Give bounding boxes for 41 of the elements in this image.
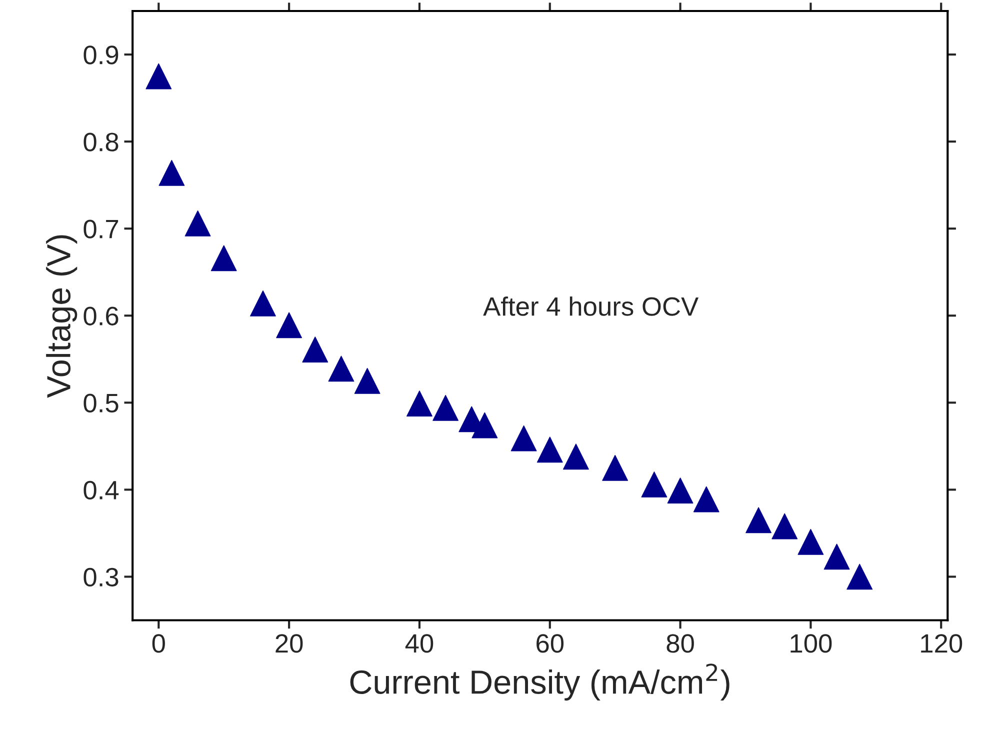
point [798,528,824,555]
point [846,564,873,590]
point [536,436,563,463]
x-axis-title: Current Density (mA/cm$^{2}$) [350,664,730,701]
point [824,544,850,570]
x-tick-label: 0 [152,634,165,653]
y-tick-label: 0.4 [84,480,119,500]
point [562,444,589,470]
y-tick-label: 0.9 [84,46,118,64]
point [328,356,354,382]
y-tick-label: 0.5 [84,394,118,412]
point [354,368,380,394]
point [746,507,772,534]
annotation: After 4 hours OCV [483,296,699,316]
y-tick-label: 0.8 [84,132,118,152]
point [693,486,720,512]
point [772,513,798,540]
y-axis-title: Voltage (V) [46,235,78,398]
point [667,478,694,504]
x-tick-label: 20 [276,634,303,653]
point [146,63,172,90]
x-tick-label: 60 [536,634,564,653]
point [302,336,328,363]
point [406,390,432,416]
point [158,160,185,186]
x-tick-label: 80 [666,634,694,653]
point [641,471,668,498]
y-tick-label: 0.3 [84,568,118,587]
point [432,394,459,421]
x-tick-label: 100 [790,634,832,653]
point [276,312,302,338]
point [510,425,537,452]
y-tick-label: 0.7 [84,220,118,238]
point [210,245,237,272]
point [250,290,276,316]
point [184,210,211,236]
point [472,412,498,438]
x-tick-label: 40 [405,634,434,653]
x-tick-label: 120 [921,634,962,653]
y-tick-label: 0.6 [84,306,118,326]
point [602,454,628,481]
